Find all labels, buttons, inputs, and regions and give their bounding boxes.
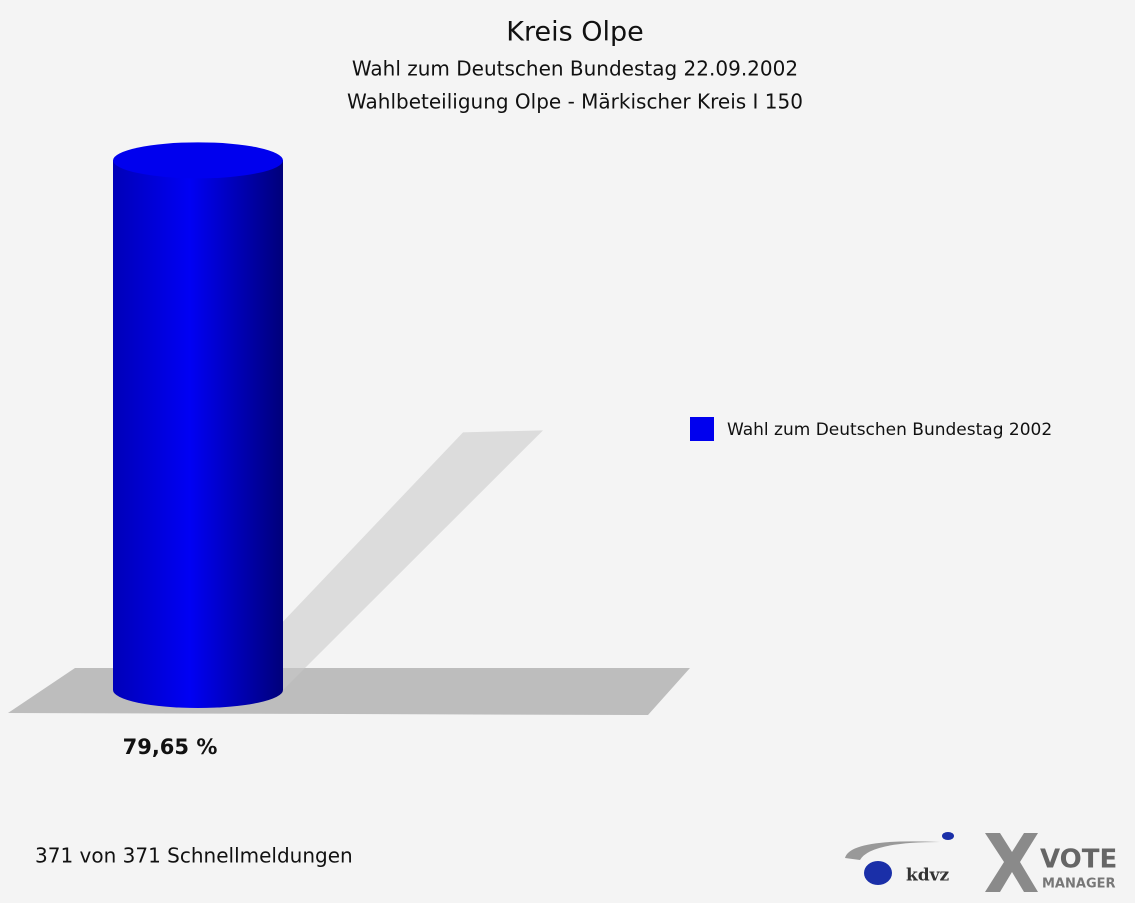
bar (113, 160, 283, 708)
plot (113, 142, 543, 708)
logo-ball (864, 861, 892, 885)
bar-top (113, 142, 283, 179)
chart-title: Kreis Olpe (506, 17, 643, 48)
bar-shadow (218, 430, 543, 690)
chart-subtitle: Wahlbeteiligung Olpe - Märkischer Kreis … (347, 90, 803, 114)
chart-subtitle: Wahl zum Deutschen Bundestag 22.09.2002 (352, 57, 798, 81)
value-label: 79,65 % (123, 735, 218, 759)
floor (8, 668, 690, 715)
logo: kdvz VOTE MANAGER (845, 832, 1117, 892)
logo-swoosh (845, 841, 940, 860)
logo-text: MANAGER (1042, 877, 1116, 892)
footer-note: 371 von 371 Schnellmeldungen (35, 844, 353, 868)
logo-text: VOTE (1040, 845, 1117, 875)
legend-label: Wahl zum Deutschen Bundestag 2002 (727, 420, 1052, 440)
logo-ball (942, 832, 954, 840)
logo-text: kdvz (906, 866, 950, 886)
logo-x (985, 833, 1038, 892)
legend-swatch (690, 417, 714, 441)
